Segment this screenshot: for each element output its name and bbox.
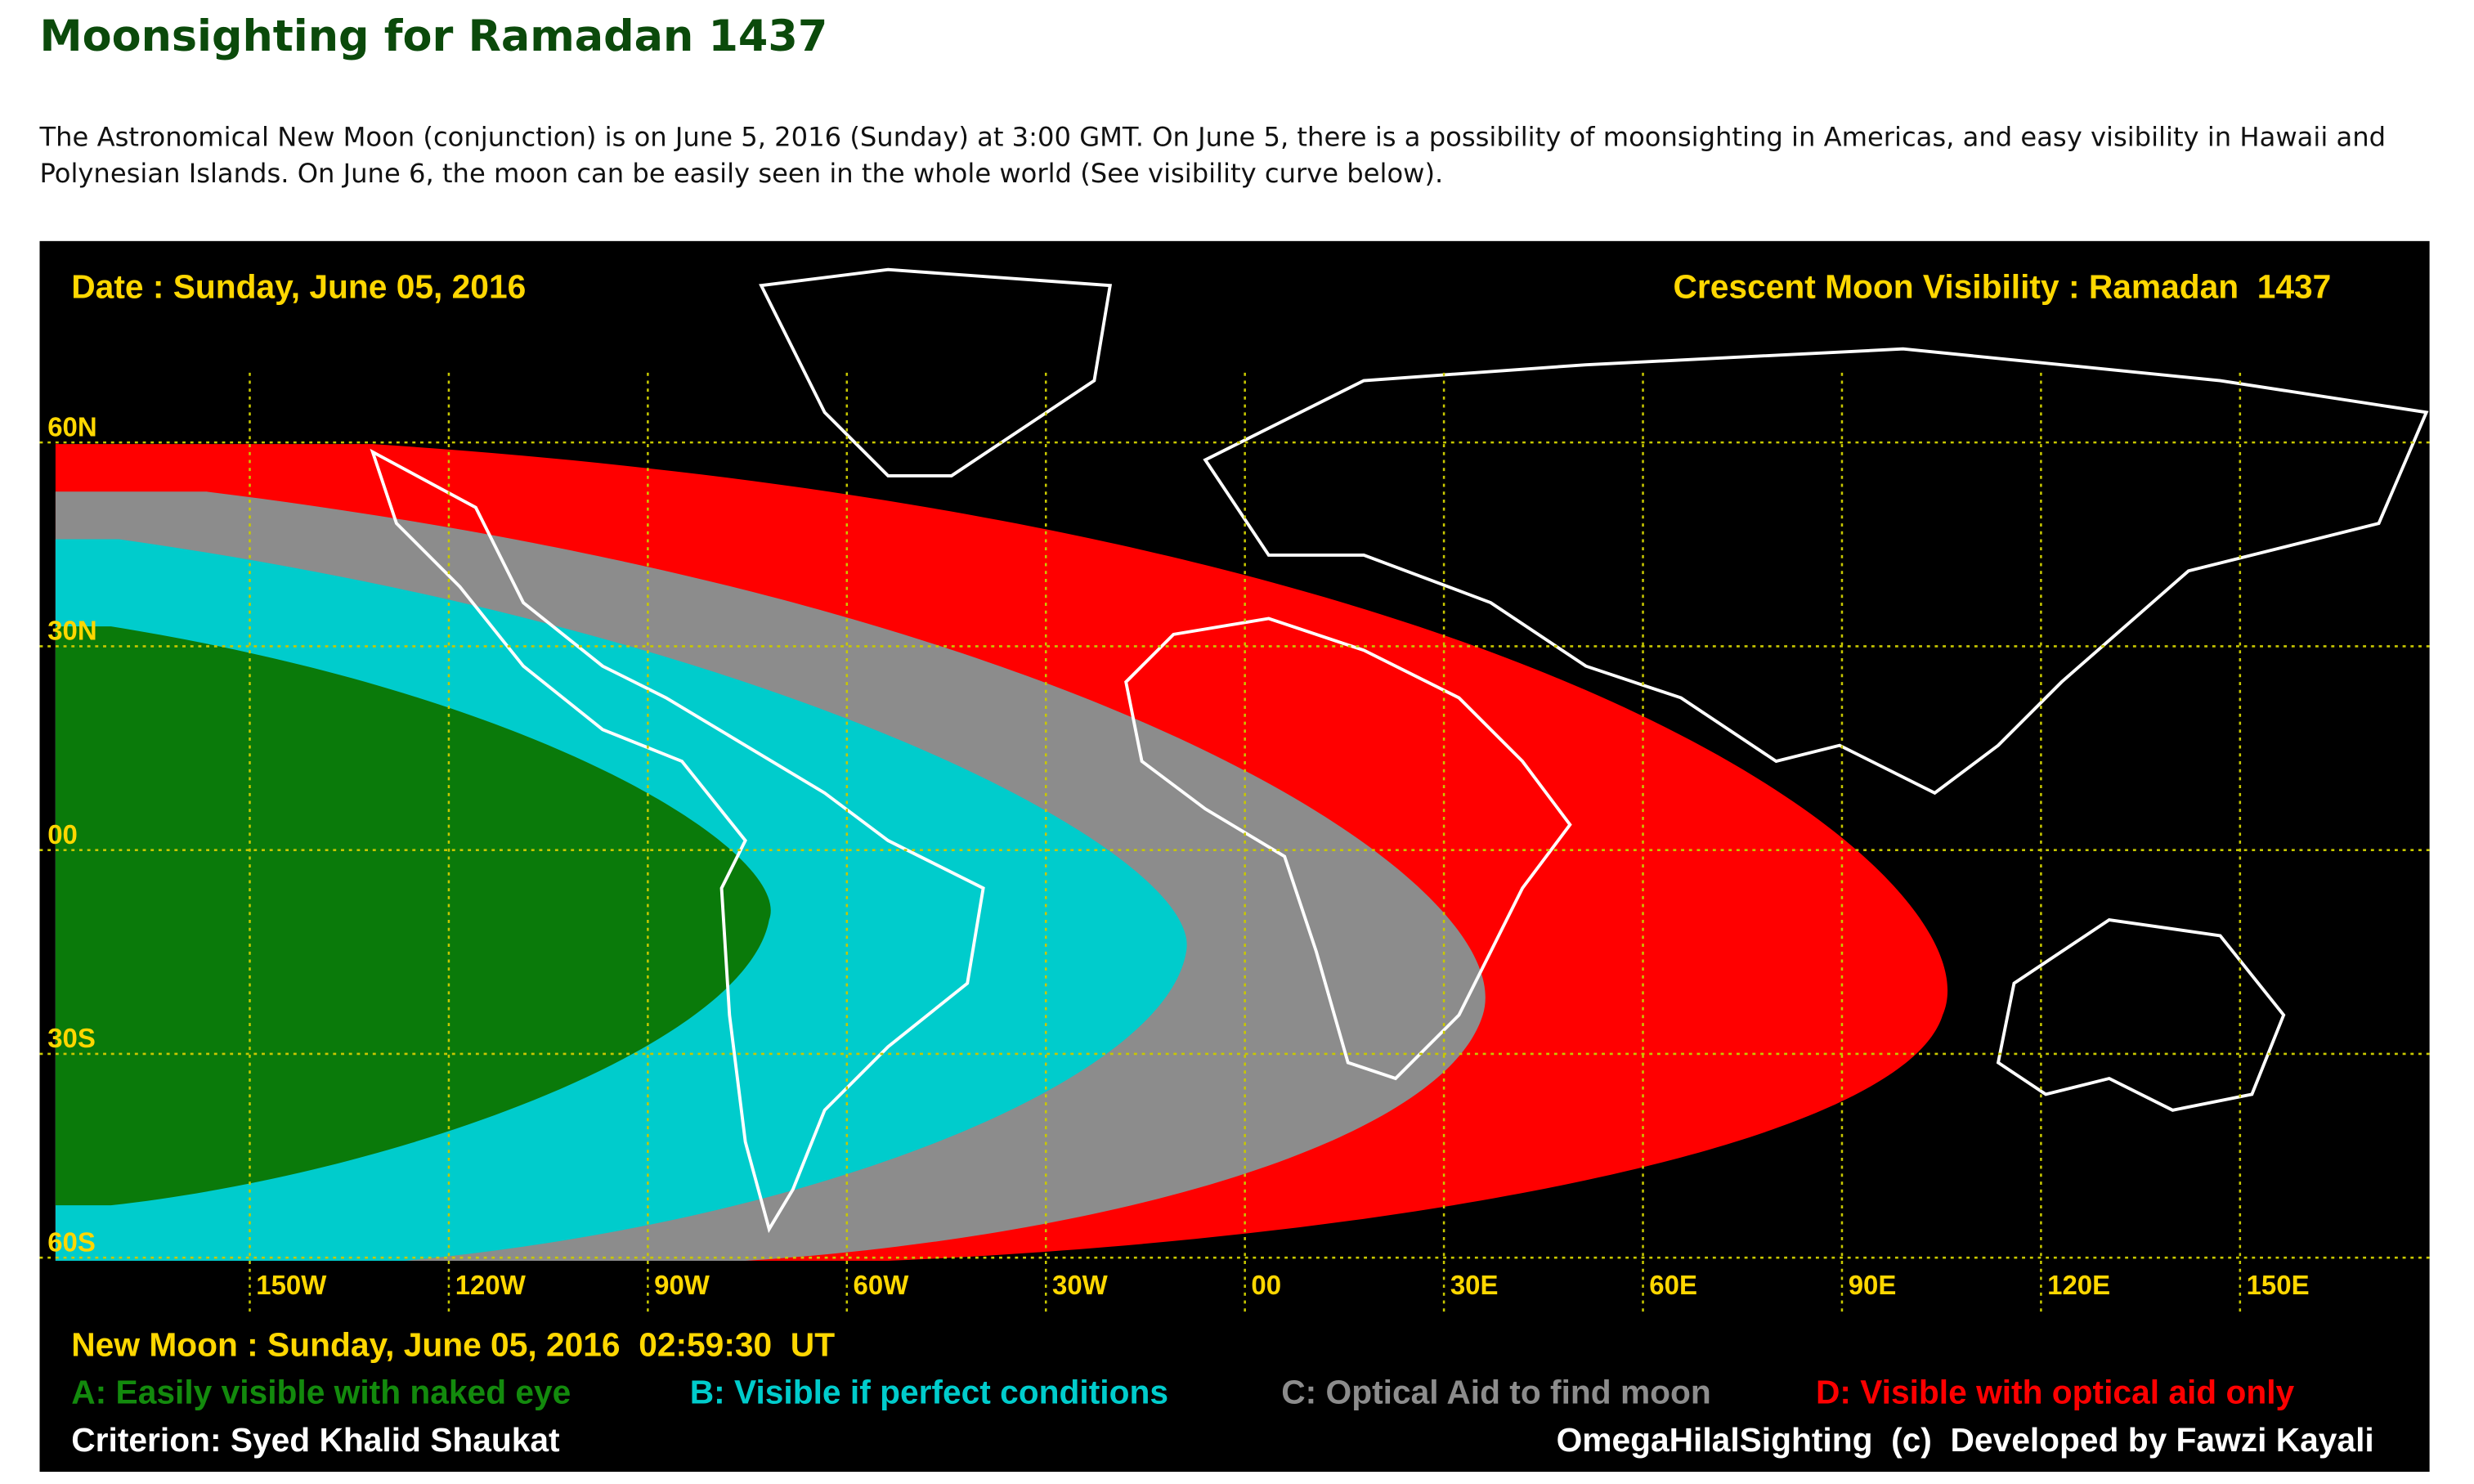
lon-label: 120W [455,1270,527,1300]
lon-label: 30W [1052,1270,1109,1300]
legend-b: B: Visible if perfect conditions [690,1374,1168,1411]
map-title: Crescent Moon Visibility : Ramadan 1437 [1674,268,2332,306]
page-title: Moonsighting for Ramadan 1437 [39,12,828,62]
lon-label: 150E [2247,1270,2310,1300]
map-date: Date : Sunday, June 05, 2016 [71,268,526,306]
lat-label: 30N [47,616,96,646]
lon-label: 60E [1649,1270,1697,1300]
legend-d: D: Visible with optical aid only [1816,1374,2295,1411]
legend-a: A: Easily visible with naked eye [71,1374,571,1411]
lon-label: 90W [654,1270,710,1300]
lon-label: 90E [1849,1270,1897,1300]
lat-label: 00 [47,819,78,850]
africa-outline [1124,616,1572,1081]
lon-label: 60W [854,1270,910,1300]
lat-label: 60S [47,1226,96,1257]
credit: OmegaHilalSighting (c) Developed by Fawz… [1557,1421,2374,1459]
lat-label: 30S [47,1023,96,1053]
criterion: Criterion: Syed Khalid Shaukat [71,1421,560,1459]
lon-label: 30E [1450,1270,1499,1300]
lon-label: 120E [2047,1270,2110,1300]
australia-outline [1996,918,2286,1112]
zone-a [55,626,771,1206]
legend-c: C: Optical Aid to find moon [1281,1374,1711,1411]
lon-label: 00 [1251,1270,1281,1300]
greenland-outline [759,267,1113,477]
intro-text: The Astronomical New Moon (conjunction) … [39,122,2387,189]
lat-label: 60N [47,411,96,442]
lon-label: 150W [256,1270,327,1300]
new-moon: New Moon : Sunday, June 05, 2016 02:59:3… [71,1325,835,1363]
americas-outline [370,448,985,1234]
eurasia-outline [1203,347,2429,796]
coastlines [370,267,2429,1234]
grid: 60N 30N 00 30S 60S 150W 120W 90W 60W 30W 00 30E 60E 9… [39,372,2430,1314]
